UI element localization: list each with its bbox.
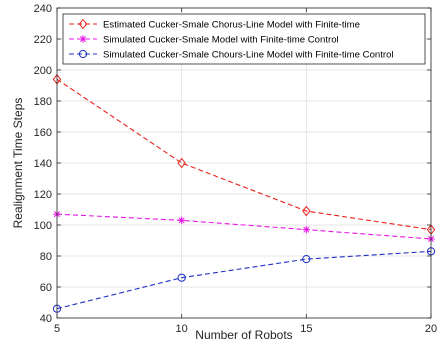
series-1-point-1 bbox=[177, 216, 186, 225]
y-tick-label-4: 120 bbox=[34, 189, 52, 201]
x-tick-label-2: 15 bbox=[300, 323, 312, 335]
y-tick-label-7: 180 bbox=[34, 96, 52, 108]
y-tick-label-2: 80 bbox=[40, 251, 52, 263]
series-2-point-2 bbox=[302, 255, 311, 264]
legend-swatch-marker-1 bbox=[79, 35, 87, 43]
series-layer bbox=[52, 73, 436, 313]
series-2-point-1 bbox=[177, 273, 186, 282]
legend-label-2: Simulated Cucker-Smale Chours-Line Model… bbox=[103, 50, 394, 61]
y-tick-label-3: 100 bbox=[34, 220, 52, 232]
legend-item-1: Simulated Cucker-Smale Model with Finite… bbox=[69, 35, 339, 46]
x-tick-label-0: 5 bbox=[54, 323, 60, 335]
legend: Estimated Cucker-Smale Chorus-Line Model… bbox=[62, 13, 426, 65]
x-axis-label: Number of Robots bbox=[195, 328, 292, 342]
legend-swatch-marker-2 bbox=[78, 49, 88, 59]
x-tick-label-1: 10 bbox=[176, 323, 188, 335]
series-2-line bbox=[56, 250, 432, 310]
legend-box bbox=[62, 13, 426, 65]
y-tick-label-10: 240 bbox=[34, 3, 52, 15]
y-tick-label-0: 40 bbox=[40, 313, 52, 325]
y-tick-label-6: 160 bbox=[34, 127, 52, 139]
y-axis-label: Realignment Time Steps bbox=[11, 98, 25, 229]
y-tick-label-8: 200 bbox=[34, 65, 52, 77]
y-tick-label-9: 220 bbox=[34, 34, 52, 46]
legend-label-1: Simulated Cucker-Smale Model with Finite… bbox=[103, 35, 339, 46]
y-tick-label-5: 140 bbox=[34, 158, 52, 170]
legend-label-0: Estimated Cucker-Smale Chorus-Line Model… bbox=[103, 20, 360, 31]
axis-ticks: 5 10 15 20 40 60 80 100 120 140 160 180 200 220 240 bbox=[34, 3, 437, 335]
series-1-line bbox=[56, 213, 432, 240]
y-tick-label-1: 60 bbox=[40, 282, 52, 294]
series-0 bbox=[52, 73, 436, 235]
legend-item-0: Estimated Cucker-Smale Chorus-Line Model… bbox=[69, 18, 360, 31]
series-0-point-2 bbox=[302, 205, 311, 217]
legend-item-2: Simulated Cucker-Smale Chours-Line Model… bbox=[69, 50, 394, 61]
legend-swatch-marker-0 bbox=[78, 18, 88, 30]
series-0-line bbox=[56, 78, 432, 231]
series-0-point-1 bbox=[177, 157, 186, 169]
x-tick-label-3: 20 bbox=[425, 323, 437, 335]
series-1-point-2 bbox=[302, 225, 311, 234]
